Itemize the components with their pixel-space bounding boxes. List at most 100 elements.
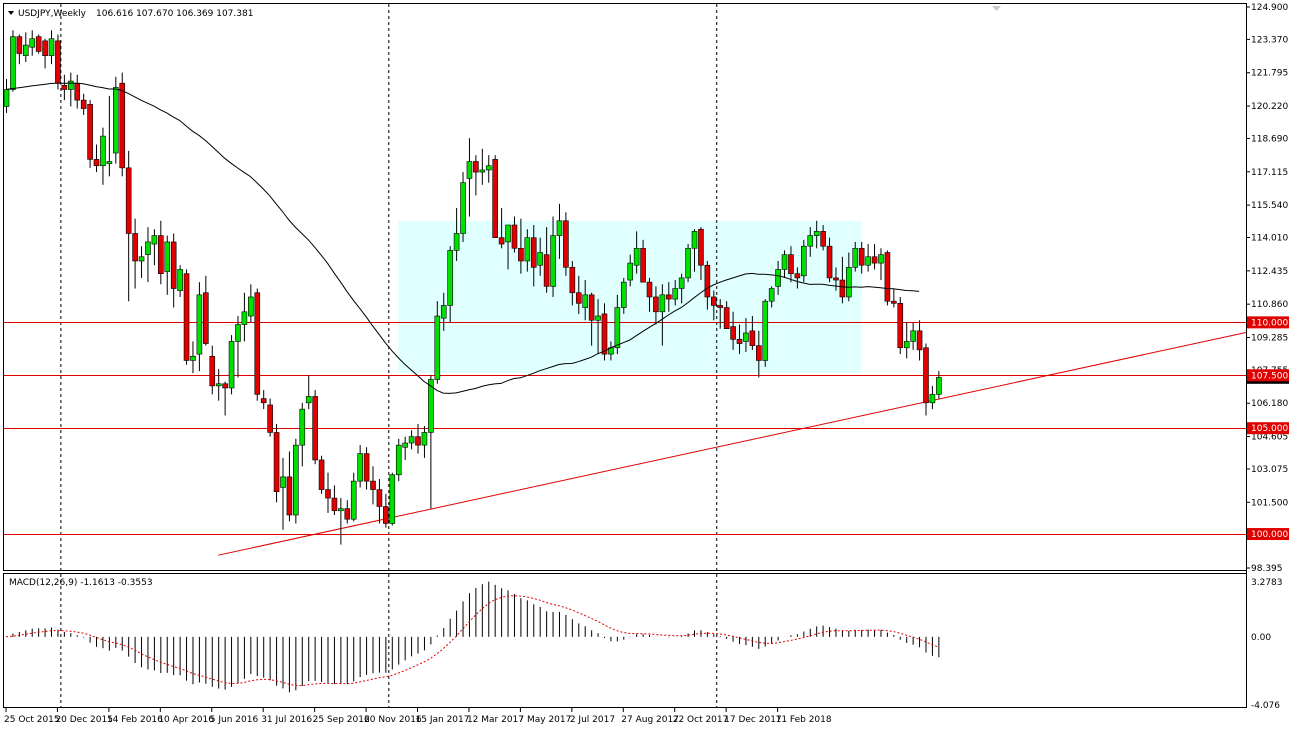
candle[interactable] [145,227,151,283]
candle[interactable] [466,138,473,217]
candle[interactable] [897,296,904,355]
candle[interactable] [698,227,704,281]
candle[interactable] [170,233,177,308]
candle[interactable] [74,74,81,109]
candle[interactable] [550,216,556,297]
candle[interactable] [370,466,376,505]
candle[interactable] [363,447,370,490]
candle[interactable] [331,485,338,515]
candle[interactable] [113,76,119,164]
candle[interactable] [781,250,788,278]
candle[interactable] [125,150,132,302]
candle[interactable] [209,345,216,395]
candle[interactable] [421,426,428,458]
candle[interactable] [588,292,595,346]
candle[interactable] [620,277,627,314]
candle[interactable] [3,78,10,113]
candle[interactable] [318,455,325,494]
candle[interactable] [736,324,743,355]
moving-average-line[interactable] [5,82,920,394]
candle[interactable] [241,292,248,342]
candle[interactable] [813,220,820,249]
candle[interactable] [293,438,299,524]
candle[interactable] [383,493,389,528]
candle[interactable] [203,275,209,346]
shift-marker-icon[interactable] [992,6,1001,11]
candle[interactable] [29,30,36,56]
candle[interactable] [640,239,646,283]
candle[interactable] [61,74,68,101]
candle[interactable] [132,218,138,289]
candle[interactable] [100,127,106,185]
candle[interactable] [473,155,479,196]
candle[interactable] [595,299,601,355]
candle[interactable] [260,390,267,410]
candle[interactable] [16,34,23,65]
candle[interactable] [228,335,235,395]
candle[interactable] [402,436,408,460]
candle[interactable] [68,72,74,107]
candle[interactable] [22,32,29,63]
candle[interactable] [447,246,453,323]
candle[interactable] [138,246,145,278]
candle[interactable] [891,288,897,308]
candle[interactable] [158,220,164,285]
candle[interactable] [691,229,698,272]
candle[interactable] [479,148,486,185]
candle[interactable] [42,38,48,69]
candle[interactable] [408,430,415,450]
candle[interactable] [344,500,351,524]
candle[interactable] [929,385,936,410]
candle[interactable] [775,260,781,295]
candle[interactable] [248,284,254,323]
candle[interactable] [325,472,331,513]
candle[interactable] [936,371,942,399]
candle[interactable] [389,472,396,526]
candle[interactable] [846,252,852,302]
candle[interactable] [35,34,42,54]
consolidation-range-box[interactable] [398,220,862,374]
candle[interactable] [537,237,543,276]
candle[interactable] [505,224,511,270]
candle[interactable] [614,294,621,355]
candle[interactable] [267,398,273,437]
candle[interactable] [633,231,640,274]
candle[interactable] [55,34,61,90]
candle[interactable] [903,322,910,359]
candle[interactable] [665,282,672,312]
candle[interactable] [871,244,878,270]
candle[interactable] [530,225,537,287]
candle[interactable] [627,254,634,287]
candle[interactable] [563,212,569,276]
candle[interactable] [460,172,466,242]
candle[interactable] [485,155,492,183]
candle[interactable] [357,445,363,488]
candle[interactable] [916,320,923,361]
candle[interactable] [453,208,460,261]
candle[interactable] [183,269,190,365]
candle[interactable] [743,318,749,353]
candle[interactable] [48,30,55,65]
candle[interactable] [543,227,550,293]
candle[interactable] [723,301,730,330]
candle[interactable] [280,457,286,530]
candle[interactable] [858,241,865,274]
candle[interactable] [801,239,807,283]
candle[interactable] [678,273,685,304]
candle[interactable] [498,208,505,249]
candle[interactable] [312,390,318,465]
candle[interactable] [878,248,884,281]
candle[interactable] [756,330,762,378]
candle[interactable] [556,203,563,259]
candle[interactable] [524,229,531,272]
candle[interactable] [415,423,421,454]
candle[interactable] [190,341,196,374]
candle[interactable] [582,280,589,321]
candle[interactable] [492,155,498,239]
candle[interactable] [80,93,87,115]
candle[interactable] [434,301,441,384]
candle[interactable] [273,423,280,503]
candle[interactable] [768,286,775,308]
candle[interactable] [164,235,171,295]
ascending-trendline[interactable] [218,331,1247,556]
